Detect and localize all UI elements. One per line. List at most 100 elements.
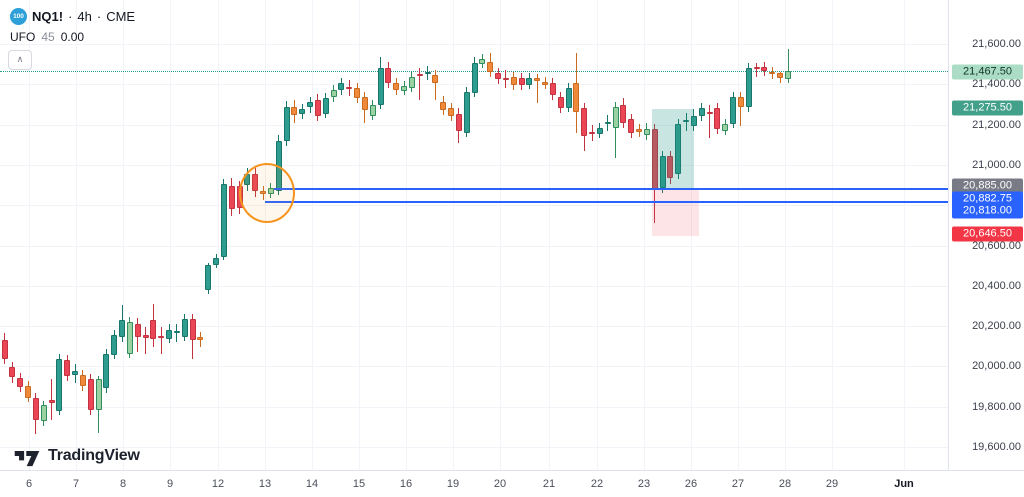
time-axis-label: 9 — [166, 478, 174, 490]
candle-wick — [615, 102, 617, 158]
time-axis-label: 14 — [305, 478, 319, 490]
candle — [690, 115, 697, 126]
candle — [785, 70, 791, 80]
time-gridline — [597, 0, 598, 470]
price-gridline — [0, 366, 948, 368]
candle — [557, 97, 564, 109]
indicator-row[interactable]: UFO 45 0.00 — [10, 30, 135, 44]
candle — [495, 73, 502, 80]
price-gridline — [0, 245, 948, 247]
bearish-zone-box[interactable] — [652, 188, 699, 237]
candle — [330, 90, 337, 98]
price-gridline — [0, 326, 948, 328]
candle-wick — [787, 49, 789, 84]
candle — [56, 359, 63, 411]
interval-label[interactable]: 4h — [77, 9, 92, 24]
candle — [220, 184, 227, 257]
candle — [565, 88, 572, 109]
price-axis-label: 21,000.00 — [972, 158, 1021, 171]
time-axis-label: Jun — [894, 478, 914, 490]
time-axis-label: 6 — [25, 478, 33, 490]
candle — [714, 108, 721, 129]
symbol-title-row[interactable]: 100 NQ1! · 4h · CME — [10, 8, 135, 25]
time-gridline — [832, 0, 833, 470]
box-bottom-price-badge: 20,885.00 — [952, 178, 1023, 194]
price-gridline — [0, 124, 948, 126]
candle — [604, 121, 611, 124]
horizontal-line-drawing-1[interactable] — [274, 187, 948, 190]
candle — [111, 335, 118, 356]
time-gridline — [453, 0, 454, 470]
candle — [346, 87, 353, 90]
candle — [95, 379, 102, 410]
candle — [479, 59, 486, 65]
candle — [299, 109, 306, 114]
price-axis[interactable]: 21,600.00 21,400.00 21,200.00 21,000.00 20,6… — [948, 0, 1024, 497]
candle — [487, 62, 494, 73]
collapse-legend-button[interactable]: ∧ — [8, 50, 32, 70]
horizontal-line-drawing-2[interactable] — [265, 200, 948, 203]
price-axis-label: 21,400.00 — [972, 78, 1021, 91]
candle — [502, 78, 509, 81]
price-gridline — [0, 447, 948, 448]
candle — [181, 319, 188, 338]
candle-wick — [434, 70, 436, 101]
price-gridline — [0, 285, 948, 287]
bullish-zone-box[interactable] — [652, 109, 694, 189]
candle — [228, 186, 235, 210]
time-gridline — [265, 0, 266, 470]
candle — [612, 107, 619, 128]
candle — [777, 73, 784, 79]
red-box-bottom-price-badge: 20,646.50 — [952, 226, 1023, 242]
chart-canvas[interactable] — [0, 0, 948, 470]
ellipse-drawing[interactable] — [238, 163, 295, 223]
candle — [589, 131, 596, 134]
indicator-name[interactable]: UFO — [10, 30, 36, 44]
candle — [408, 77, 415, 89]
time-gridline — [500, 0, 501, 470]
candle — [291, 107, 298, 115]
time-axis-label: 12 — [211, 478, 225, 490]
candle — [683, 119, 690, 122]
candle-wick — [740, 92, 742, 126]
candle — [620, 105, 627, 123]
candle — [667, 155, 674, 178]
candle — [698, 108, 705, 116]
price-gridline — [0, 44, 948, 45]
candle — [526, 78, 533, 86]
symbol-legend: 100 NQ1! · 4h · CME UFO 45 0.00 ∧ — [8, 8, 135, 70]
candle — [596, 127, 603, 134]
candle — [769, 72, 776, 75]
candle — [534, 78, 541, 82]
time-axis-label: 27 — [731, 478, 745, 490]
candle — [573, 83, 580, 113]
time-axis-label: 21 — [542, 478, 556, 490]
candle-wick — [51, 379, 52, 420]
separator-dot: · — [68, 9, 73, 24]
candle — [103, 354, 110, 388]
time-gridline — [312, 0, 313, 470]
candle — [72, 371, 78, 376]
price-axis-label: 20,600.00 — [972, 239, 1021, 252]
candle-wick — [756, 63, 758, 78]
price-axis-label: 20,000.00 — [972, 360, 1021, 373]
candle — [9, 367, 16, 378]
candle-wick — [160, 327, 162, 355]
candle-wick — [709, 105, 711, 138]
symbol-logo-icon: 100 — [10, 8, 27, 25]
candle-wick — [536, 74, 538, 104]
candle-wick — [176, 324, 178, 343]
candle — [307, 102, 314, 108]
time-gridline — [359, 0, 360, 470]
chevron-up-icon: ∧ — [16, 54, 24, 64]
symbol-name[interactable]: NQ1! — [32, 9, 64, 24]
candle — [675, 123, 682, 174]
time-axis-label: 20 — [493, 478, 507, 490]
time-axis[interactable]: 6 7 8 9 12 13 14 15 16 19 20 21 22 23 26 27 28 29 Jun — [0, 470, 1024, 497]
time-gridline — [904, 0, 905, 470]
candle — [643, 128, 650, 135]
candle — [510, 77, 517, 86]
candle — [134, 324, 141, 338]
time-axis-label: 23 — [637, 478, 651, 490]
